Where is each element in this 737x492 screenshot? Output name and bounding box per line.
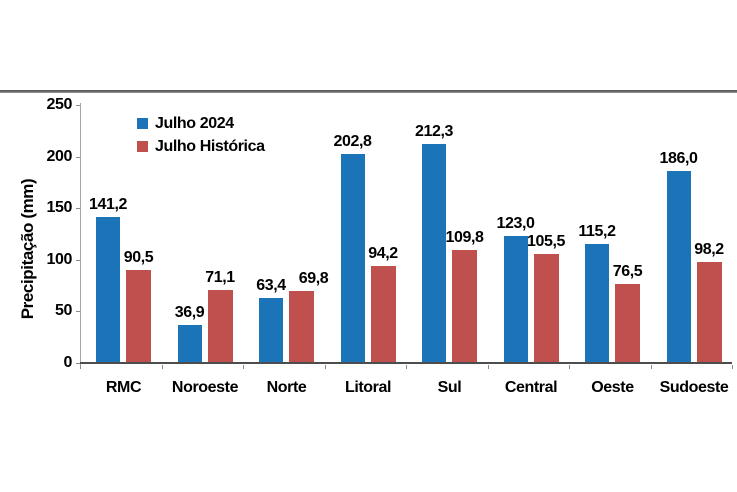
value-label-julho-2024-sul: 212,3 xyxy=(414,122,454,140)
value-label-julho-2024-norte: 63,4 xyxy=(256,276,286,294)
y-axis-tick xyxy=(76,311,80,313)
value-label-julho-hist-rica-sul: 109,8 xyxy=(445,228,484,246)
bar-julho-hist-rica-sudoeste xyxy=(696,261,722,363)
bar-julho-2024-norte xyxy=(259,297,283,363)
value-label-julho-hist-rica-litoral: 94,2 xyxy=(368,244,398,262)
y-axis-tick xyxy=(76,208,80,210)
value-label-julho-hist-rica-noroeste: 71,1 xyxy=(205,268,235,286)
x-axis-label-sul: Sul xyxy=(437,379,462,396)
value-label-julho-2024-central: 123,0 xyxy=(496,215,535,233)
legend: Julho 2024 Julho Histórica xyxy=(137,112,265,158)
x-axis-label-noroeste: Noroeste xyxy=(171,379,239,396)
x-axis-label-sudoeste: Sudoeste xyxy=(659,379,729,396)
y-axis-tick xyxy=(76,105,80,106)
y-axis-tick xyxy=(76,156,80,158)
x-axis-tick xyxy=(80,365,81,369)
y-axis-tick-label: 200 xyxy=(46,147,73,165)
bar-julho-2024-noroeste xyxy=(177,324,202,363)
y-axis-tick xyxy=(76,259,80,261)
x-axis-label-litoral: Litoral xyxy=(344,379,392,396)
x-axis-tick xyxy=(406,365,407,369)
legend-item-julho-hist-rica: Julho Histórica xyxy=(137,135,265,158)
legend-swatch-julho-2024 xyxy=(137,118,148,129)
x-axis-label-central: Central xyxy=(504,379,558,396)
x-axis-line xyxy=(80,362,732,364)
legend-item-julho-2024: Julho 2024 xyxy=(137,112,265,135)
y-axis-tick-label: 0 xyxy=(63,354,73,371)
legend-swatch-julho-hist-rica xyxy=(137,141,148,152)
value-label-julho-hist-rica-rmc: 90,5 xyxy=(123,248,154,266)
bar-julho-hist-rica-sul xyxy=(452,249,477,363)
y-axis-line xyxy=(80,103,81,365)
bar-julho-hist-rica-rmc xyxy=(126,269,151,363)
legend-label-julho-2024: Julho 2024 xyxy=(155,114,234,132)
bar-julho-2024-rmc xyxy=(96,217,120,363)
bar-julho-hist-rica-litoral xyxy=(370,265,396,363)
value-label-julho-2024-litoral: 202,8 xyxy=(333,132,372,150)
value-label-julho-hist-rica-norte: 69,8 xyxy=(298,269,329,287)
x-axis-tick xyxy=(161,365,163,369)
legend-label-julho-hist-rica: Julho Histórica xyxy=(155,137,265,155)
value-label-julho-hist-rica-central: 105,5 xyxy=(526,233,566,251)
value-label-julho-hist-rica-oeste: 76,5 xyxy=(612,263,643,281)
value-label-julho-2024-rmc: 141,2 xyxy=(88,196,128,214)
x-axis-tick xyxy=(243,365,244,369)
bar-julho-2024-sudoeste xyxy=(666,171,691,363)
value-label-julho-2024-noroeste: 36,9 xyxy=(174,303,205,321)
bar-julho-2024-central xyxy=(503,236,528,363)
bar-julho-2024-litoral xyxy=(340,153,365,363)
x-axis-tick xyxy=(569,365,570,369)
bar-julho-2024-oeste xyxy=(585,244,609,363)
bar-julho-2024-sul xyxy=(422,143,446,363)
x-axis-tick xyxy=(487,365,489,369)
value-label-julho-2024-sudoeste: 186,0 xyxy=(659,150,698,168)
x-axis-label-norte: Norte xyxy=(266,379,307,396)
bar-julho-hist-rica-norte xyxy=(289,290,314,363)
x-axis-tick xyxy=(650,365,652,369)
bar-julho-hist-rica-noroeste xyxy=(207,289,233,363)
y-axis-tick-label: 250 xyxy=(46,96,73,113)
bar-julho-hist-rica-oeste xyxy=(615,284,640,363)
y-axis-tick xyxy=(76,363,80,364)
value-label-julho-2024-oeste: 115,2 xyxy=(578,223,616,241)
x-axis-tick xyxy=(732,365,733,369)
x-axis-tick xyxy=(324,365,326,369)
bar-julho-hist-rica-central xyxy=(533,254,559,363)
y-axis-tick-label: 150 xyxy=(46,199,73,217)
y-axis-tick-label: 100 xyxy=(46,250,73,268)
top-divider-line xyxy=(0,90,737,93)
x-axis-label-oeste: Oeste xyxy=(591,379,634,396)
x-axis-label-rmc: RMC xyxy=(105,379,142,396)
value-label-julho-hist-rica-sudoeste: 98,2 xyxy=(694,240,724,258)
y-axis-tick-label: 50 xyxy=(55,302,72,320)
